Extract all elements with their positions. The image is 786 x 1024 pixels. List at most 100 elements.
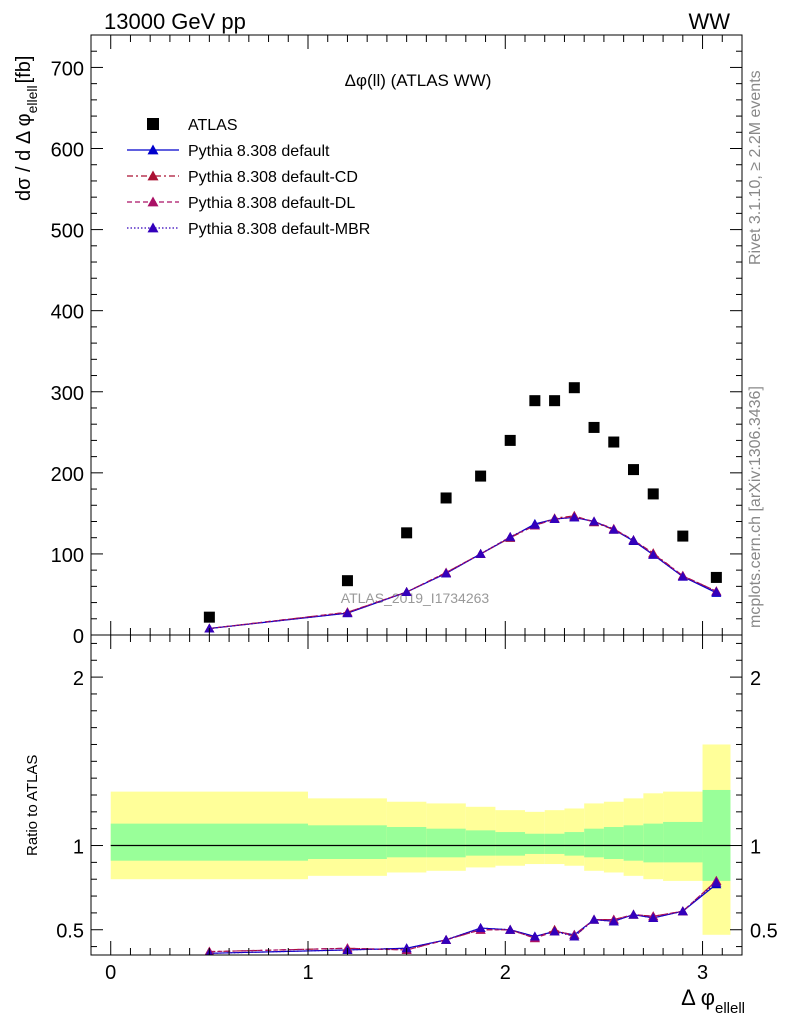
uncertainty-band-inner	[643, 823, 664, 863]
ratio-series-point-3	[711, 877, 722, 887]
series-line-3	[209, 516, 717, 630]
y-tick-label: 600	[51, 140, 84, 162]
legend-marker-0	[147, 144, 159, 155]
series-point-3	[589, 516, 600, 526]
data-point	[475, 470, 487, 482]
ratio-series-point-3	[505, 924, 516, 934]
uncertainty-band-inner	[603, 827, 624, 859]
ratio-series-point-3	[608, 916, 619, 926]
series-point-3	[569, 512, 580, 522]
data-point	[504, 434, 516, 446]
legend-label-2: Pythia 8.308 default-DL	[188, 195, 355, 212]
x-tick-label: 2	[500, 962, 511, 984]
series-point-3	[505, 531, 516, 541]
series-point-3	[475, 548, 486, 558]
ratio-series-point-3	[529, 931, 540, 941]
series-point-3	[648, 549, 659, 559]
series-point-3	[401, 587, 412, 597]
uncertainty-band-inner	[495, 832, 525, 856]
uncertainty-band-inner	[426, 828, 466, 858]
y-tick-label: 0	[73, 626, 84, 648]
ratio-series-point-3	[401, 943, 412, 953]
series-line-0	[209, 516, 717, 630]
data-point	[608, 436, 620, 448]
uncertainty-band-inner	[564, 832, 585, 856]
legend-label-0: Pythia 8.308 default	[188, 143, 330, 160]
data-point	[710, 571, 722, 583]
y-tick-label: 400	[51, 302, 84, 324]
main-panel: ATLAS_2019_I1734263 0 100 200 300 400 500 600 7…	[13, 34, 743, 648]
data-point	[529, 395, 541, 407]
series-point-3	[342, 608, 353, 618]
ratio-series-point-3	[569, 931, 580, 941]
y-tick-label: 500	[51, 221, 84, 243]
rivet-version-label: Rivet 3.1.10, ≥ 2.2M events	[747, 70, 764, 265]
data-point	[677, 530, 689, 542]
legend-marker-data	[147, 118, 159, 130]
uncertainty-band-inner	[465, 830, 496, 856]
ratio-y-axis-label: Ratio to ATLAS	[24, 755, 41, 856]
x-tick-label: 3	[697, 962, 708, 984]
uncertainty-band-inner	[308, 825, 387, 859]
ratio-series-point-3	[549, 926, 560, 936]
uncertainty-band-inner	[110, 823, 309, 861]
ratio-y-tick-label: 1	[750, 837, 761, 859]
plot-title: Δφ(ll) (ATLAS WW)	[345, 71, 492, 90]
data-point	[588, 421, 600, 433]
ratio-series-point-3	[648, 912, 659, 922]
data-point	[401, 527, 413, 539]
ratio-y-tick-label: 0.5	[750, 921, 778, 943]
ratio-series-line-2	[209, 880, 717, 953]
x-tick-label: 1	[302, 962, 313, 984]
ratio-series-line-0	[209, 883, 717, 954]
data-point	[647, 488, 659, 500]
data-point	[628, 464, 639, 476]
uncertainty-band-inner	[584, 828, 604, 858]
ratio-y-tick-label: 2	[750, 668, 761, 690]
legend-marker-3	[147, 222, 159, 233]
data-point	[341, 575, 353, 587]
ratio-panel: 0 1 2 3 0.5 0.5 1 1 2 2 Ratio to ATLAS	[24, 634, 778, 984]
x-tick-label: 0	[105, 962, 116, 984]
data-point	[549, 395, 561, 407]
series-line-2	[209, 516, 717, 630]
legend-marker-2	[147, 196, 159, 207]
legend: ATLAS Pythia 8.308 default Pythia 8.308 de…	[127, 117, 370, 238]
x-axis-label: Δ φellell	[681, 985, 745, 1017]
series-point-3	[711, 587, 722, 597]
series-line-1	[209, 515, 717, 630]
legend-label-1: Pythia 8.308 default-CD	[188, 169, 358, 186]
ratio-y-tick-label: 0.5	[56, 921, 84, 943]
y-tick-label: 300	[51, 383, 84, 405]
uncertainty-band-inner	[623, 825, 644, 861]
mcplots-label: mcplots.cern.ch [arXiv:1306.3436]	[747, 386, 764, 628]
header-process-label: WW	[688, 9, 730, 34]
ratio-y-tick-label: 1	[73, 837, 84, 859]
ratio-series-point-3	[677, 906, 688, 916]
analysis-watermark: ATLAS_2019_I1734263	[341, 590, 490, 606]
series-point-3	[677, 571, 688, 581]
y-axis-label: dσ / d Δ φellell[fb]	[13, 56, 40, 201]
ratio-series-line-3	[209, 882, 717, 954]
uncertainty-band-inner	[663, 821, 703, 863]
ratio-y-tick-label: 2	[73, 668, 84, 690]
uncertainty-band-inner	[386, 827, 427, 858]
ratio-series-point-3	[589, 914, 600, 924]
uncertainty-band-inner	[525, 833, 545, 854]
y-tick-label: 100	[51, 545, 84, 567]
legend-label-data: ATLAS	[188, 117, 238, 134]
ratio-series-point-3	[441, 934, 452, 944]
uncertainty-band-inner	[544, 833, 565, 854]
series-point-3	[608, 524, 619, 534]
legend-label-3: Pythia 8.308 default-MBR	[188, 221, 370, 238]
header-energy-label: 13000 GeV pp	[104, 9, 246, 34]
ratio-series-point-3	[628, 909, 639, 919]
uncertainty-band-inner	[702, 789, 731, 881]
data-point	[203, 611, 215, 623]
data-point	[568, 382, 580, 394]
series-point-3	[441, 568, 452, 578]
y-tick-label: 700	[51, 58, 84, 80]
series-point-3	[628, 535, 639, 545]
data-point	[440, 492, 452, 504]
